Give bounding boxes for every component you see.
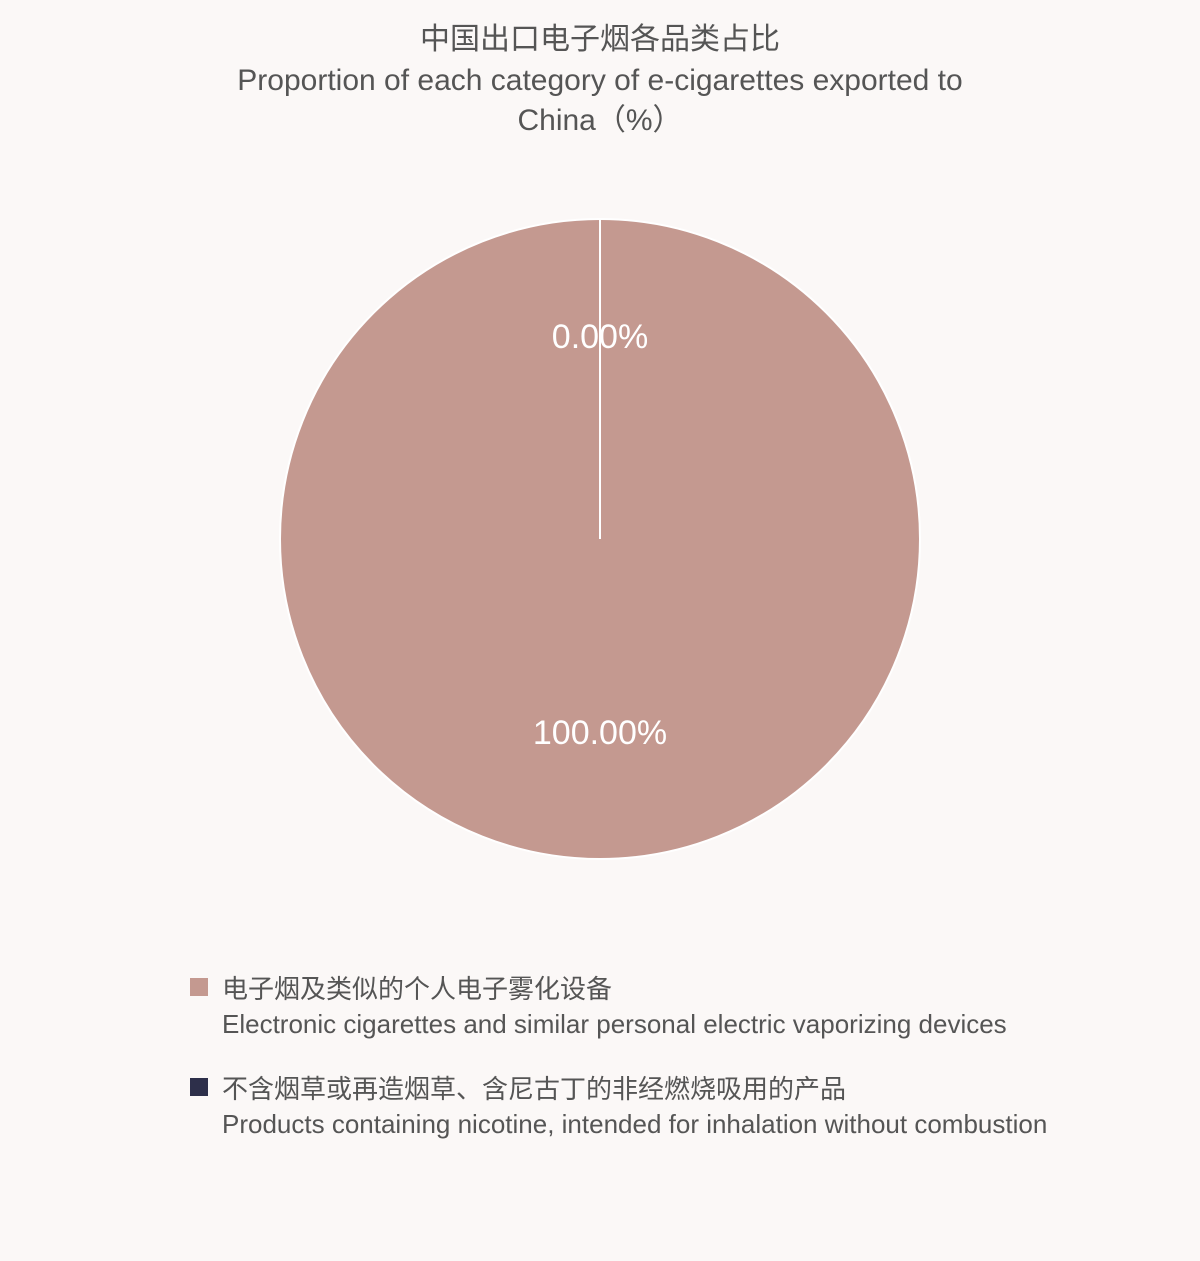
legend-text-1: 不含烟草或再造烟草、含尼古丁的非经燃烧吸用的产品 Products contai… (222, 1072, 1047, 1142)
legend-1-line1: 不含烟草或再造烟草、含尼古丁的非经燃烧吸用的产品 (222, 1074, 846, 1104)
legend-0-line1: 电子烟及类似的个人电子雾化设备 (222, 974, 612, 1004)
legend-swatch-1 (190, 1078, 208, 1096)
chart-title: 中国出口电子烟各品类占比 Proportion of each category… (60, 20, 1140, 142)
title-line1: 中国出口电子烟各品类占比 (420, 23, 780, 56)
title-line3: China（%） (517, 104, 682, 137)
legend-1-line2: Products containing nicotine, intended f… (222, 1109, 1047, 1139)
pie-wrap: 100.00% 0.00% (260, 199, 940, 884)
legend-text-0: 电子烟及类似的个人电子雾化设备 Electronic cigarettes an… (222, 972, 1007, 1042)
legend-swatch-0 (190, 978, 208, 996)
title-line2: Proportion of each category of e-cigaret… (237, 64, 962, 97)
pie-chart-area: 100.00% 0.00% (60, 192, 1140, 892)
svg-text:100.00%: 100.00% (533, 714, 667, 752)
legend: 电子烟及类似的个人电子雾化设备 Electronic cigarettes an… (60, 972, 1140, 1142)
svg-text:0.00%: 0.00% (552, 318, 648, 356)
legend-item-0: 电子烟及类似的个人电子雾化设备 Electronic cigarettes an… (190, 972, 1140, 1042)
legend-item-1: 不含烟草或再造烟草、含尼古丁的非经燃烧吸用的产品 Products contai… (190, 1072, 1140, 1142)
pie-chart-svg: 100.00% 0.00% (260, 199, 940, 879)
legend-0-line2: Electronic cigarettes and similar person… (222, 1009, 1007, 1039)
